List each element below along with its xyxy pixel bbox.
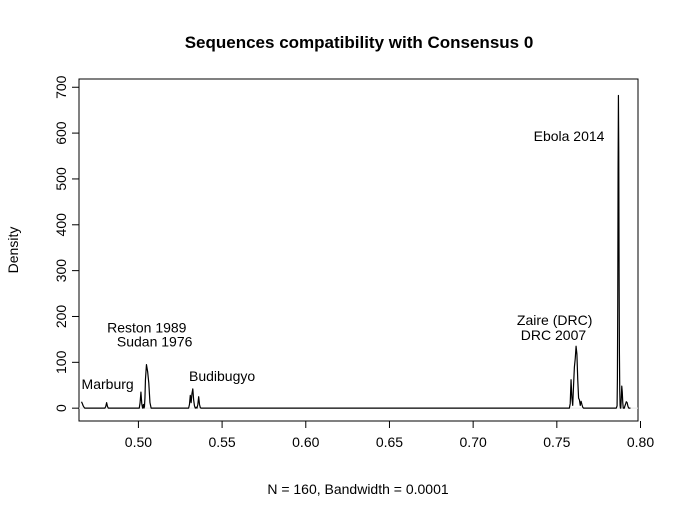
y-tick-label: 500 <box>53 167 69 191</box>
peak-annotation: DRC 2007 <box>521 327 587 343</box>
density-curve <box>80 94 631 409</box>
y-axis-label: Density <box>5 227 21 274</box>
y-axis-ticks: 0 100 200 300 400 500 600 700 <box>53 75 79 412</box>
y-tick-label: 700 <box>53 75 69 99</box>
y-tick-label: 200 <box>53 305 69 329</box>
peak-annotation: Ebola 2014 <box>534 128 605 144</box>
x-tick-label: 0.65 <box>376 434 403 450</box>
peak-annotation: Budibugyo <box>189 368 255 384</box>
x-tick-label: 0.50 <box>125 434 152 450</box>
x-axis-label: N = 160, Bandwidth = 0.0001 <box>267 481 449 497</box>
y-tick-label: 600 <box>53 121 69 145</box>
peak-annotation: Reston 1989 <box>107 319 187 335</box>
x-tick-label: 0.70 <box>460 434 487 450</box>
x-axis-ticks: 0.50 0.55 0.60 0.65 0.70 0.75 0.80 <box>125 421 654 450</box>
y-tick-label: 100 <box>53 350 69 374</box>
x-tick-label: 0.80 <box>627 434 654 450</box>
y-tick-label: 0 <box>53 404 69 412</box>
peak-annotation: Zaire (DRC) <box>517 312 592 328</box>
peak-annotation: Marburg <box>82 376 134 392</box>
y-tick-label: 400 <box>53 213 69 237</box>
x-tick-label: 0.75 <box>543 434 570 450</box>
y-tick-label: 300 <box>53 259 69 283</box>
x-tick-label: 0.55 <box>208 434 235 450</box>
peak-annotation: Sudan 1976 <box>117 334 193 350</box>
chart-title: Sequences compatibility with Consensus 0 <box>185 33 534 52</box>
x-tick-label: 0.60 <box>292 434 319 450</box>
